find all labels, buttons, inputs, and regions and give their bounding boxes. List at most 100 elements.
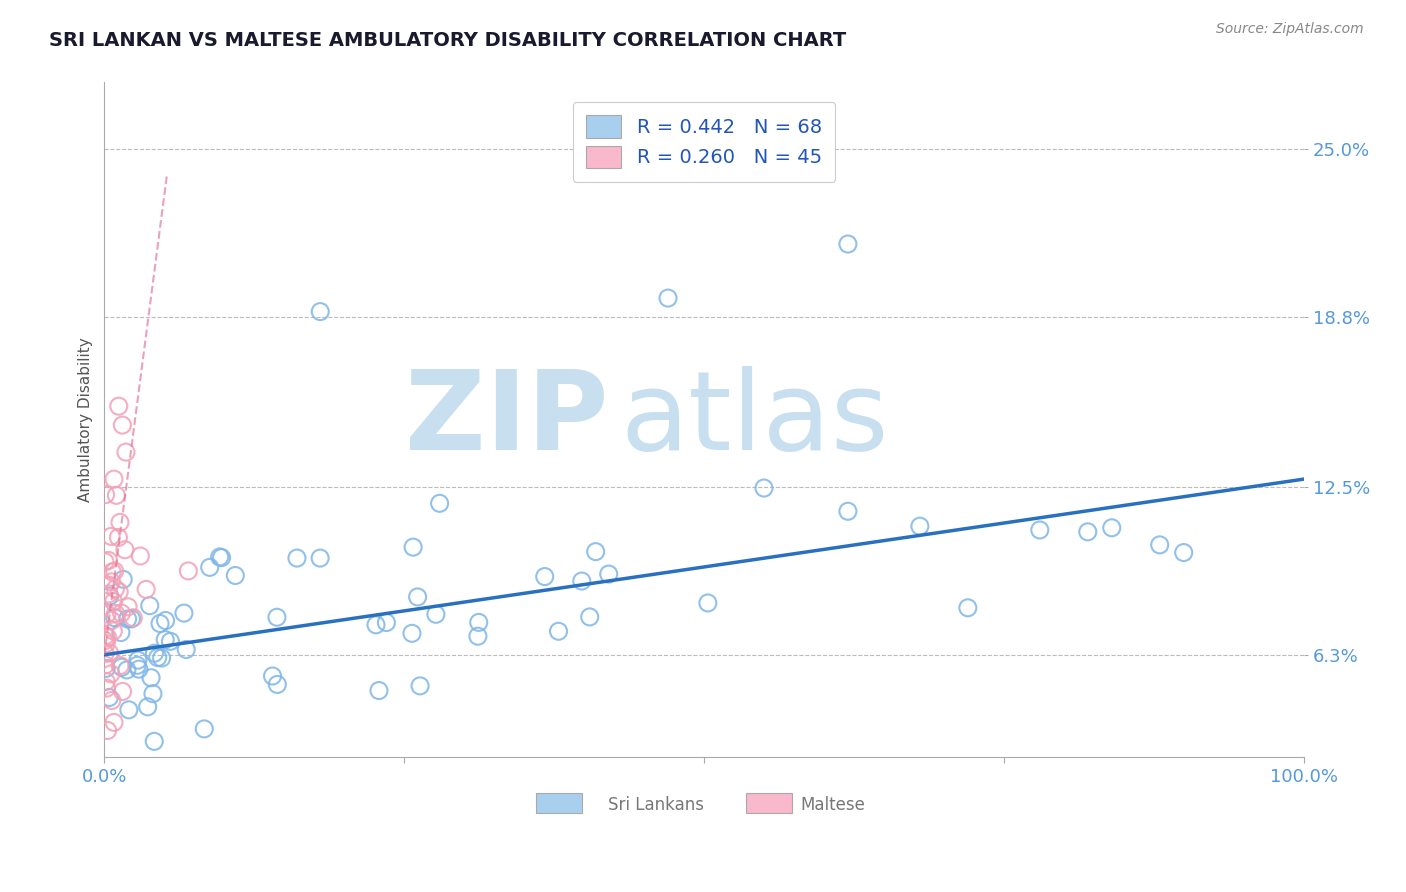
FancyBboxPatch shape (747, 793, 792, 813)
Point (108, 585, 131, 599)
Point (101, 693, 124, 707)
Point (94, 647, 117, 661)
Point (837, 504, 859, 518)
Point (571, 574, 593, 588)
Point (94, 629, 117, 643)
Point (97, 553, 120, 567)
Y-axis label: Ambulatory Disability: Ambulatory Disability (79, 337, 93, 502)
Point (94, 633, 117, 648)
Point (115, 663, 138, 677)
Point (139, 599, 162, 613)
Point (368, 683, 391, 698)
Point (309, 304, 332, 318)
Point (104, 611, 127, 625)
Point (211, 550, 233, 565)
Text: atlas: atlas (620, 367, 889, 473)
Point (107, 399, 129, 413)
Point (143, 734, 166, 748)
Point (547, 624, 569, 639)
Point (97, 631, 120, 645)
Text: Maltese: Maltese (800, 796, 865, 814)
Point (135, 582, 157, 597)
Point (402, 540, 425, 554)
Text: Source: ZipAtlas.com: Source: ZipAtlas.com (1216, 22, 1364, 37)
Point (94, 658, 117, 673)
Point (198, 560, 221, 574)
Point (110, 625, 132, 640)
Point (224, 568, 246, 582)
Point (97, 723, 120, 738)
Point (96, 607, 118, 621)
Point (429, 496, 451, 510)
Point (173, 606, 195, 620)
Point (193, 722, 215, 736)
Point (101, 565, 124, 579)
Point (177, 564, 200, 578)
Point (98, 589, 121, 603)
Point (122, 610, 145, 624)
Point (100, 574, 122, 589)
Point (98, 646, 121, 660)
Point (159, 634, 181, 648)
Text: ZIP: ZIP (405, 367, 607, 473)
Point (956, 600, 979, 615)
Point (364, 617, 387, 632)
Point (467, 629, 489, 643)
FancyBboxPatch shape (536, 793, 582, 813)
Point (115, 445, 138, 459)
Point (117, 599, 139, 614)
Point (103, 472, 125, 486)
Point (104, 607, 127, 621)
Point (103, 715, 125, 730)
Point (1149, 538, 1171, 552)
Point (409, 679, 432, 693)
Point (262, 669, 284, 683)
Point (657, 291, 679, 305)
Point (111, 684, 134, 698)
Point (598, 567, 620, 582)
Point (837, 237, 859, 252)
Legend: R = 0.442   N = 68, R = 0.260   N = 45: R = 0.442 N = 68, R = 0.260 N = 45 (572, 102, 835, 182)
Point (97, 587, 120, 601)
Point (1173, 545, 1195, 559)
Point (266, 610, 288, 624)
Point (136, 699, 159, 714)
Point (104, 582, 127, 596)
Point (146, 650, 169, 665)
Point (100, 529, 122, 543)
Point (266, 677, 288, 691)
Point (696, 596, 718, 610)
Point (101, 614, 124, 628)
Point (425, 607, 447, 622)
Point (108, 658, 131, 673)
Point (108, 516, 131, 530)
Point (585, 544, 607, 558)
Point (533, 569, 555, 583)
Point (1101, 521, 1123, 535)
Point (150, 651, 173, 665)
Point (153, 632, 176, 647)
Point (96, 681, 118, 695)
Text: SRI LANKAN VS MALTESE AMBULATORY DISABILITY CORRELATION CHART: SRI LANKAN VS MALTESE AMBULATORY DISABIL… (49, 31, 846, 50)
Point (578, 610, 600, 624)
Point (752, 481, 775, 495)
Point (98, 578, 121, 592)
Text: Sri Lankans: Sri Lankans (607, 796, 704, 814)
Point (139, 671, 162, 685)
Point (127, 658, 149, 673)
Point (94, 636, 117, 650)
Point (285, 551, 308, 566)
Point (94, 674, 117, 689)
Point (375, 615, 398, 630)
Point (98, 690, 121, 705)
Point (401, 626, 423, 640)
Point (174, 642, 197, 657)
Point (128, 662, 150, 676)
Point (1077, 524, 1099, 539)
Point (155, 614, 177, 628)
Point (208, 549, 231, 564)
Point (143, 646, 166, 660)
Point (142, 687, 165, 701)
Point (94, 555, 117, 569)
Point (118, 703, 141, 717)
